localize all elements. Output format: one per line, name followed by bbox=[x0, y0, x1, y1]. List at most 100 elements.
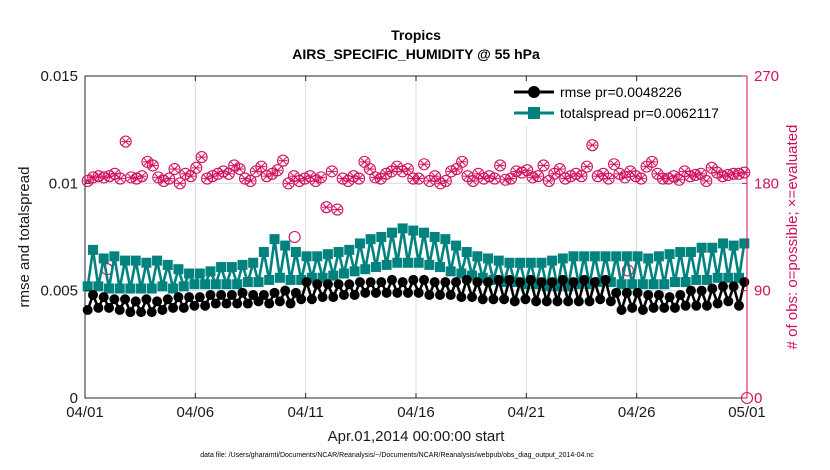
rmse-line bbox=[86, 278, 746, 314]
totalspread-point bbox=[701, 274, 712, 285]
rmse-point bbox=[621, 287, 632, 298]
rmse-point bbox=[120, 294, 131, 305]
rmse-point bbox=[221, 298, 232, 309]
totalspread-point bbox=[168, 283, 179, 294]
totalspread-point bbox=[280, 240, 291, 251]
rmse-point bbox=[386, 274, 397, 285]
rmse-point bbox=[157, 304, 168, 315]
rmse-point bbox=[451, 277, 462, 288]
totalspread-point bbox=[216, 262, 227, 273]
totalspread-point bbox=[392, 257, 403, 268]
rmse-point bbox=[210, 298, 221, 309]
obs_possible-point bbox=[146, 159, 159, 172]
rmse-point bbox=[541, 296, 552, 307]
totalspread-point bbox=[210, 279, 221, 290]
rmse-point bbox=[557, 274, 568, 285]
totalspread-point bbox=[483, 253, 494, 264]
rmse-point bbox=[531, 296, 542, 307]
rmse-point bbox=[536, 277, 547, 288]
obs_possible-point bbox=[537, 159, 550, 172]
totalspread-point bbox=[712, 272, 723, 283]
rmse-point bbox=[125, 307, 136, 318]
totalspread-point bbox=[696, 242, 707, 253]
rmse-point bbox=[563, 296, 574, 307]
rmse-point bbox=[152, 296, 163, 307]
rmse-point bbox=[611, 287, 622, 298]
rmse-point bbox=[93, 302, 104, 313]
rmse-point bbox=[269, 287, 280, 298]
totalspread-point bbox=[130, 255, 141, 266]
legend-spread-marker bbox=[528, 107, 540, 119]
totalspread-point bbox=[637, 279, 648, 290]
rmse-point bbox=[675, 289, 686, 300]
obs_possible-point bbox=[526, 171, 539, 184]
obs_possible-point bbox=[195, 151, 208, 164]
totalspread-point bbox=[93, 281, 104, 292]
obs_possible-point bbox=[483, 170, 496, 183]
totalspread-point bbox=[456, 268, 467, 279]
obs_possible-point bbox=[363, 162, 376, 176]
rmse-point bbox=[194, 292, 205, 303]
x-tick-label: 04/06 bbox=[177, 404, 215, 421]
obs_possible-point bbox=[260, 170, 273, 183]
obs_possible-point bbox=[206, 170, 219, 183]
totalspread-point bbox=[648, 279, 659, 290]
totalspread-point bbox=[333, 247, 344, 258]
y-left-tick-label: 0.01 bbox=[49, 175, 78, 192]
rmse-point bbox=[242, 298, 253, 309]
rmse-point bbox=[488, 294, 499, 305]
rmse-point bbox=[691, 300, 702, 311]
totalspread-point bbox=[509, 277, 520, 288]
obs_possible-point bbox=[233, 162, 246, 176]
rmse-point bbox=[547, 277, 558, 288]
totalspread-point bbox=[226, 262, 237, 273]
totalspread-point bbox=[424, 259, 435, 270]
axis-ticks: 04/01 04/06 04/11 04/16 04/21 04/26 05/0100.00… bbox=[40, 68, 779, 421]
rmse-point bbox=[397, 277, 408, 288]
obs_possible-point bbox=[157, 174, 170, 187]
legend: rmse pr=0.0048226 totalspread pr=0.00621… bbox=[506, 82, 742, 126]
totalspread-point bbox=[221, 279, 232, 290]
rmse-point bbox=[733, 300, 744, 311]
totalspread-point bbox=[258, 247, 269, 258]
rmse-point bbox=[168, 302, 179, 313]
totalspread-point bbox=[146, 283, 157, 294]
x-tick-label: 04/01 bbox=[66, 404, 104, 421]
rmse-point bbox=[445, 289, 456, 300]
totalspread-point bbox=[611, 251, 622, 262]
rmse-point bbox=[301, 277, 312, 288]
totalspread-point bbox=[573, 279, 584, 290]
totalspread-point bbox=[579, 251, 590, 262]
totalspread-point bbox=[547, 255, 558, 266]
obs_possible-point bbox=[553, 162, 566, 176]
rmse-point bbox=[381, 287, 392, 298]
totalspread-point bbox=[194, 268, 205, 279]
rmse-point bbox=[338, 289, 349, 300]
totalspread-point bbox=[157, 281, 168, 292]
obs_possible-point bbox=[401, 162, 414, 176]
rmse-point bbox=[82, 304, 93, 315]
totalspread-point bbox=[728, 240, 739, 251]
totalspread-line bbox=[86, 227, 746, 290]
rmse-point bbox=[589, 277, 600, 288]
obs_possible-point bbox=[173, 177, 187, 190]
totalspread-point bbox=[237, 259, 248, 270]
rmse-point bbox=[146, 307, 157, 318]
obs_possible-point bbox=[255, 160, 268, 173]
obs_possible-point bbox=[673, 173, 686, 186]
rmse-point bbox=[520, 294, 531, 305]
totalspread-point bbox=[178, 281, 189, 292]
totalspread-point bbox=[669, 277, 680, 288]
rmse-point bbox=[723, 296, 734, 307]
totalspread-point bbox=[376, 232, 387, 242]
y-left-tick-label: 0.015 bbox=[40, 68, 78, 85]
totalspread-point bbox=[141, 257, 152, 268]
totalspread-point bbox=[440, 234, 451, 245]
totalspread-point bbox=[605, 277, 616, 288]
rmse-point bbox=[525, 274, 536, 285]
totalspread-point bbox=[536, 257, 547, 268]
totalspread-point bbox=[419, 227, 430, 238]
obs_possible-point bbox=[293, 174, 306, 187]
totalspread-point bbox=[82, 281, 93, 292]
totalspread-point bbox=[338, 268, 349, 279]
